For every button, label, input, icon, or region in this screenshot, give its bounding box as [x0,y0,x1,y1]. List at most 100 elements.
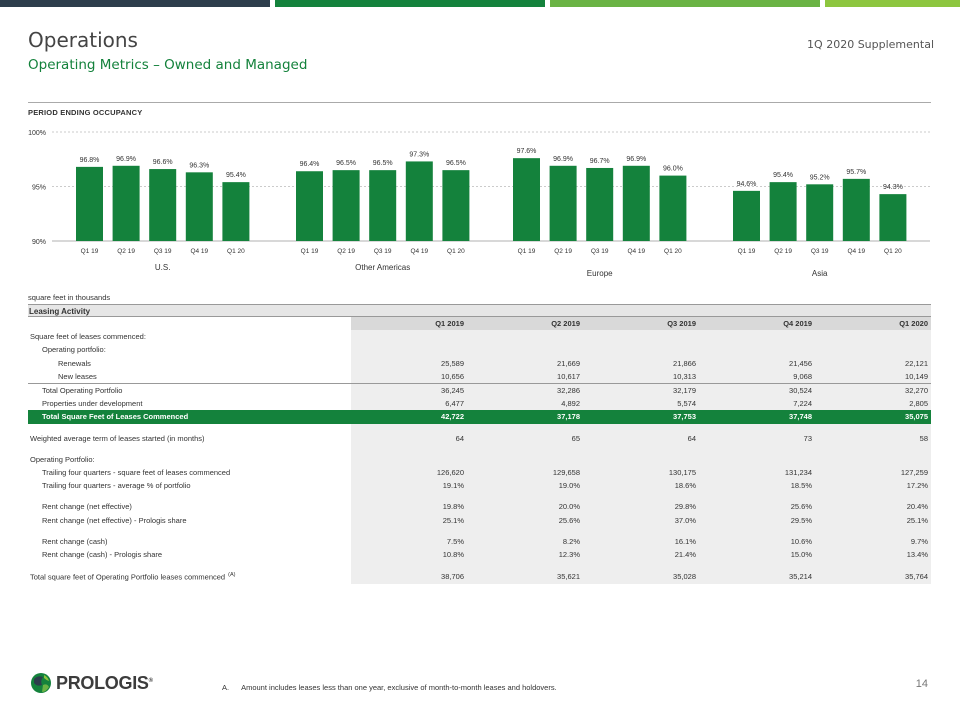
table-row: Trailing four quarters - square feet of … [28,466,931,480]
footnote-reference: (A) [228,572,236,579]
table-cell: 18.6% [583,479,699,493]
spacer-cell [583,492,699,501]
occupancy-chart-title: PERIOD ENDING OCCUPANCY [28,108,143,117]
spacer-cell [815,526,931,535]
spacer-cell [815,492,931,501]
row-label: Operating portfolio: [28,343,351,356]
row-label-text: Rent change (cash) [42,536,108,546]
row-label-text: Total Square Feet of Leases Commenced [42,412,189,422]
spacer-cell [467,492,583,501]
table-cell: 17.2% [815,479,931,493]
spacer-cell [699,526,815,535]
table-cell: 9.7% [815,534,931,549]
spacer-cell [815,561,931,570]
table-row: Rent change (cash) 7.5% 8.2% 16.1% 10.6% 9.7% [28,534,931,549]
page-number: 14 [915,678,928,690]
x-tick-label: Q1 20 [227,248,245,255]
table-cell: 13.4% [815,548,931,562]
spacer-cell [351,444,467,453]
x-tick-label: Q4 19 [847,248,865,255]
table-header-row: Q1 2019 Q2 2019 Q3 2019 Q4 2019 Q1 2020 [28,317,931,331]
topbar-gap [545,0,550,7]
topbar-gap [270,0,275,7]
data-label: 95.7% [846,169,866,176]
x-tick-label: Q2 19 [337,248,355,255]
table-cell: 35,075 [815,410,931,424]
group-label: Other Americas [355,263,410,272]
x-tick-label: Q2 19 [554,248,572,255]
table-cell [815,452,931,467]
table-row: Properties under development 6,477 4,892 5,… [28,397,931,411]
table-cell: 29.8% [583,500,699,514]
table-cell: 30,524 [699,383,815,398]
table-cell [699,343,815,357]
footnote-marker: A. [222,683,230,692]
data-label: 97.3% [409,151,429,158]
table-cell: 21,866 [583,356,699,370]
table-cell: 127,259 [815,466,931,480]
supplemental-label: 1Q 2020 Supplemental [807,38,934,51]
table-row: Rent change (net effective) 19.8% 20.0% 29.… [28,500,931,514]
table-cell: 21,669 [467,356,583,370]
table-row: Total square feet of Operating Portfolio… [28,569,931,584]
table-cell: 12.3% [467,548,583,562]
row-label: Rent change (cash) - Prologis share [28,548,351,561]
row-label-text: Weighted average term of leases started … [30,433,205,443]
table-cell: 21,456 [699,356,815,370]
x-tick-label: Q1 20 [664,248,682,255]
group-label: Asia [812,269,828,278]
table-cell: 5,574 [583,397,699,411]
table-cell: 25.1% [351,513,467,527]
data-label: 96.8% [80,157,100,164]
table-row: Renewals 25,589 21,669 21,866 21,456 22,121 [28,356,931,370]
row-label-text: Total square feet of Operating Portfolio… [30,572,226,582]
prologis-logo: PROLOGIS® [30,671,153,695]
table-cell: 37,178 [467,410,583,424]
table-cell: 130,175 [583,466,699,480]
bar [332,170,360,241]
table-cell: 37,748 [699,410,815,424]
row-label: Rent change (net effective) [28,500,351,513]
footnote-text: Amount includes leases less than one yea… [241,683,557,692]
occupancy-bar-chart: 90% 95% 100% 96.8% Q1 19 96.9% Q2 19 96.6% Q3 19… [28,130,930,278]
topbar-gap [820,0,825,7]
page-subtitle: Operating Metrics – Owned and Managed [28,57,308,73]
header-label-cell [28,317,351,330]
logo-text: PROLOGIS [56,672,149,693]
table-cell: 10.6% [699,534,815,549]
table-cell: 20.4% [815,500,931,514]
table-cell: 65 [467,431,583,445]
bar [296,171,323,241]
table-cell: 21.4% [583,548,699,562]
leasing-table: Q1 2019 Q2 2019 Q3 2019 Q4 2019 Q1 2020 … [28,317,931,584]
table-cell [467,452,583,467]
units-note: square feet in thousands [28,293,111,302]
row-label: Weighted average term of leases started … [28,432,351,445]
table-cell: 35,764 [815,569,931,584]
leasing-activity-table: square feet in thousands Leasing Activit… [28,291,931,584]
data-label: 96.0% [663,166,683,173]
table-cell: 36,245 [351,383,467,398]
spacer-cell [815,444,931,453]
table-cell: 10,149 [815,369,931,384]
row-label: Square feet of leases commenced: [28,330,351,343]
row-label-text: Trailing four quarters - average % of po… [42,481,191,491]
row-label: New leases [28,370,351,384]
x-tick-label: Q2 19 [117,248,135,255]
spacer-cell [699,561,815,570]
table-cell [351,330,467,344]
row-label: Rent change (net effective) - Prologis s… [28,514,351,527]
table-cell: 25,589 [351,356,467,370]
data-label: 96.4% [300,161,320,168]
table-cell: 35,028 [583,569,699,584]
table-cell: 126,620 [351,466,467,480]
row-label: Total Operating Portfolio [28,383,351,398]
row-label: Trailing four quarters - average % of po… [28,479,351,492]
table-cell: 37.0% [583,513,699,527]
column-header: Q4 2019 [699,317,815,331]
row-label-text: Properties under development [42,399,143,409]
x-tick-label: Q1 19 [301,248,319,255]
table-cell: 32,286 [467,383,583,398]
spacer-cell [28,561,351,569]
table-cell: 64 [583,431,699,445]
